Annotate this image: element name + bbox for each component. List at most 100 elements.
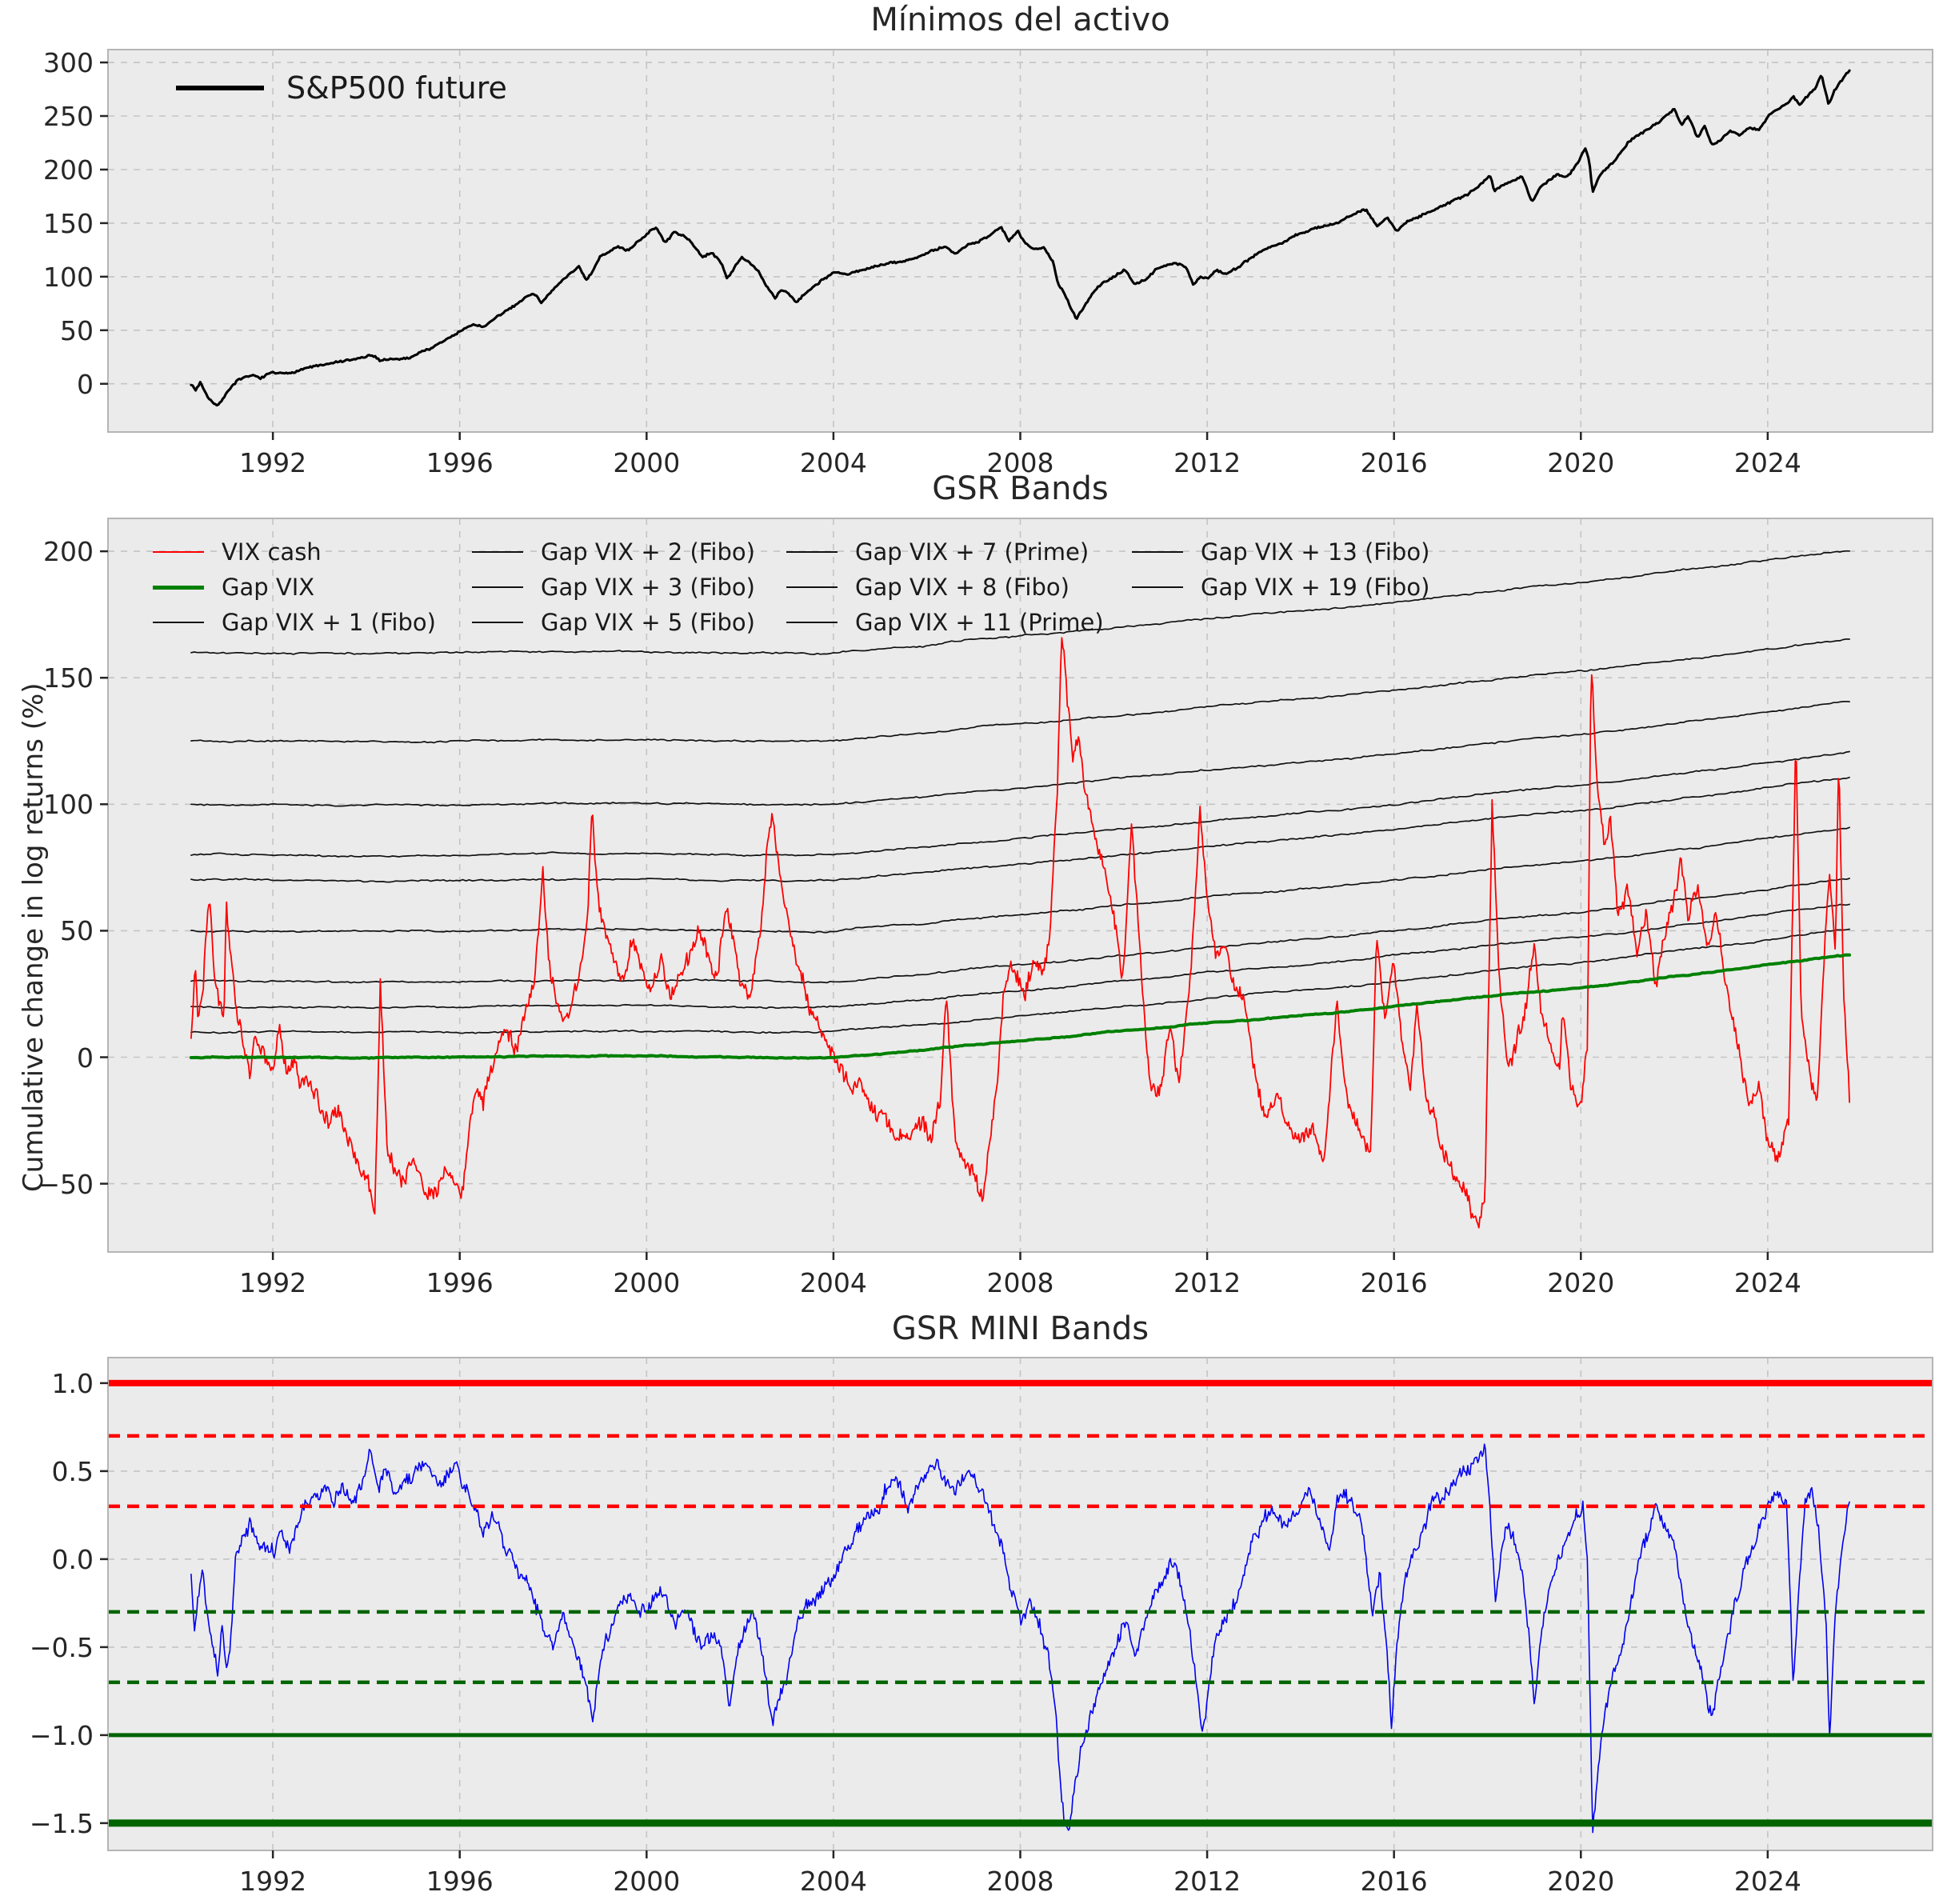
legend-label: VIX cash: [222, 538, 322, 566]
legend-line-swatch: [472, 550, 523, 554]
series-band-gap-vix-1-fibo-: [190, 928, 1850, 1034]
legend-label: S&P500 future: [286, 70, 507, 106]
series-gap-vix: [189, 953, 1852, 1060]
x-tick-label: 2008: [986, 1267, 1054, 1298]
y-tick-label: 200: [43, 536, 94, 568]
x-tick-label: 2016: [1360, 1267, 1428, 1298]
legend-line-swatch: [472, 586, 523, 589]
y-tick-label: −50: [38, 1168, 94, 1200]
series-band-gap-vix-19-fibo-: [190, 550, 1850, 655]
legend-label: Gap VIX + 1 (Fibo): [222, 609, 436, 636]
legend-item: S&P500 future: [176, 70, 507, 106]
y-tick-label: 150: [43, 662, 94, 694]
gsr-bands-title: GSR Bands: [932, 470, 1109, 507]
legend-item: Gap VIX + 8 (Fibo): [786, 570, 1104, 605]
series-band-gap-vix-13-fibo-: [190, 638, 1850, 744]
legend-line-swatch: [153, 621, 204, 624]
x-tick-label: 2016: [1360, 1866, 1428, 1897]
legend-column: Gap VIX + 7 (Prime) Gap VIX + 8 (Fibo) Gap…: [786, 534, 1104, 640]
series-gsr-mini: [190, 1443, 1850, 1834]
x-tick-label: 1992: [239, 447, 307, 478]
gsr-mini-data-layer: [108, 1379, 1933, 1834]
legend-item: Gap VIX + 1 (Fibo): [153, 605, 436, 640]
x-tick-label: 2012: [1173, 1267, 1241, 1298]
legend-item: Gap VIX + 5 (Fibo): [472, 605, 755, 640]
y-tick-label: 200: [43, 154, 94, 186]
x-tick-label: 2020: [1547, 447, 1615, 478]
x-tick-label: 2004: [799, 1267, 867, 1298]
y-tick-label: 0.0: [51, 1543, 94, 1575]
gsr-bands-chart: [100, 518, 1933, 1260]
legend-item: Gap VIX + 13 (Fibo): [1132, 534, 1429, 570]
gsr-bands-plot-area: [108, 518, 1933, 1252]
legend-line-swatch: [472, 621, 523, 624]
y-tick-label: 50: [60, 314, 94, 346]
x-tick-label: 2000: [613, 1866, 681, 1897]
legend-line-swatch: [1132, 550, 1183, 554]
x-tick-label: 2004: [799, 1866, 867, 1897]
x-tick-label: 2024: [1733, 1866, 1801, 1897]
x-tick-label: 2024: [1733, 447, 1801, 478]
x-tick-label: 2004: [799, 447, 867, 478]
series-band-gap-vix-2-fibo-: [190, 903, 1850, 1010]
y-tick-label: 250: [43, 101, 94, 132]
series-band-gap-vix-8-fibo-: [190, 750, 1850, 858]
legend-label: Gap VIX + 3 (Fibo): [541, 574, 755, 601]
top-chart-title: Mínimos del activo: [870, 2, 1170, 38]
y-tick-label: −1.0: [29, 1719, 94, 1751]
minimos-chart: [100, 49, 1933, 440]
y-tick-label: 100: [43, 261, 94, 293]
legend-label: Gap VIX + 19 (Fibo): [1201, 574, 1430, 601]
legend-item: VIX cash: [153, 534, 436, 570]
x-tick-label: 1992: [239, 1866, 307, 1897]
legend-label: Gap VIX + 2 (Fibo): [541, 538, 755, 566]
x-tick-label: 2012: [1173, 1866, 1241, 1897]
x-tick-label: 2020: [1547, 1866, 1615, 1897]
gsr-mini-chart: [100, 1357, 1933, 1858]
top-chart-legend: S&P500 future: [176, 70, 507, 106]
x-tick-label: 2016: [1360, 447, 1428, 478]
legend-item: Gap VIX + 11 (Prime): [786, 605, 1104, 640]
y-tick-label: 1.0: [51, 1367, 94, 1399]
series-vix-cash: [190, 637, 1850, 1229]
series-band-gap-vix-3-fibo-: [190, 878, 1850, 984]
gsr-mini-title: GSR MINI Bands: [891, 1310, 1149, 1347]
y-tick-label: 0: [77, 368, 94, 400]
minimos-data-layer: [190, 69, 1851, 407]
legend-line-swatch: [1132, 586, 1183, 589]
legend-label: Gap VIX + 13 (Fibo): [1201, 538, 1430, 566]
y-tick-label: −0.5: [29, 1631, 94, 1663]
y-tick-label: 0: [77, 1042, 94, 1074]
legend-line-swatch: [786, 621, 838, 624]
y-tick-label: 0.5: [51, 1455, 94, 1487]
gsr-bands-data-layer: [189, 550, 1852, 1229]
legend-column: VIX cash Gap VIX Gap VIX + 1 (Fibo): [153, 534, 436, 640]
x-tick-label: 1996: [426, 1267, 494, 1298]
x-tick-label: 1996: [426, 1866, 494, 1897]
x-tick-label: 2000: [613, 1267, 681, 1298]
y-tick-label: 50: [60, 915, 94, 947]
legend-label: Gap VIX + 7 (Prime): [855, 538, 1089, 566]
x-tick-label: 2012: [1173, 447, 1241, 478]
legend-line-swatch: [153, 550, 204, 554]
series-band-gap-vix-5-fibo-: [190, 826, 1850, 934]
legend-label: Gap VIX + 5 (Fibo): [541, 609, 755, 636]
series-band-gap-vix-7-prime-: [190, 776, 1850, 883]
legend-line-swatch: [786, 586, 838, 589]
legend-item: Gap VIX + 19 (Fibo): [1132, 570, 1429, 605]
series-band-gap-vix-11-prime-: [190, 700, 1850, 807]
legend-item: Gap VIX + 3 (Fibo): [472, 570, 755, 605]
x-tick-label: 1996: [426, 447, 494, 478]
legend-line-swatch: [786, 550, 838, 554]
legend-line-swatch: [153, 585, 204, 590]
x-tick-label: 2000: [613, 447, 681, 478]
legend-item: Gap VIX: [153, 570, 436, 605]
y-tick-label: −1.5: [29, 1807, 94, 1839]
legend-item: Gap VIX + 7 (Prime): [786, 534, 1104, 570]
x-tick-label: 1992: [239, 1267, 307, 1298]
x-tick-label: 2024: [1733, 1267, 1801, 1298]
y-tick-label: 150: [43, 207, 94, 239]
x-tick-label: 2020: [1547, 1267, 1615, 1298]
